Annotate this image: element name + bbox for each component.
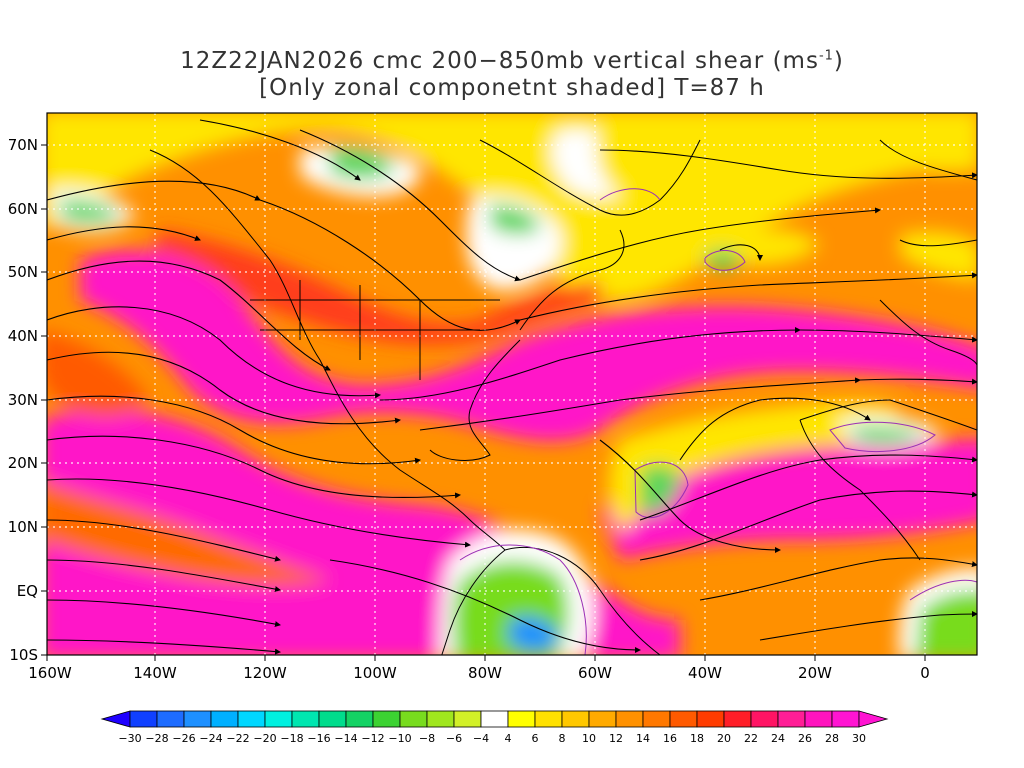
colorbar-tick-label: 12 [609,732,623,745]
colorbar-tick-label: 30 [852,732,866,745]
colorbar-tick-label: 4 [505,732,512,745]
colorbar-tick-label: −30 [118,732,141,745]
lon-label-100w: 100W [353,664,397,682]
colorbar: −30 −28 −26 −24 −22 −20 −18 −16 −14 −12 −10 −8 −6 −4 4… [100,710,889,745]
title-superscript: -1 [818,48,834,64]
colorbar-tick-label: 20 [717,732,731,745]
colorbar-swatch [642,710,671,728]
colorbar-swatch [291,710,320,728]
lon-label-60w: 60W [578,664,612,682]
colorbar-tick-label: −22 [226,732,249,745]
colorbar-swatch [696,710,725,728]
colorbar-swatch [804,710,833,728]
lon-label-0: 0 [920,664,930,682]
colorbar-tick-label: 18 [690,732,704,745]
axis-ticks [41,144,926,661]
colorbar-swatch [318,710,347,728]
colorbar-tick-label: −6 [446,732,462,745]
lon-label-120w: 120W [243,664,287,682]
colorbar-max-arrow [858,710,889,728]
colorbar-swatch [156,710,185,728]
colorbar-swatch [750,710,779,728]
colorbar-tick-label: 26 [798,732,812,745]
colorbar-tick-label: 10 [582,732,596,745]
colorbar-swatch [534,710,563,728]
colorbar-swatch [426,710,455,728]
colorbar-tick-label: −12 [361,732,384,745]
chart-title-line2: [Only zonal componetnt shaded] T=87 h [259,75,765,101]
lon-label-20w: 20W [798,664,832,682]
colorbar-swatch [507,710,536,728]
colorbar-swatch [345,710,374,728]
lat-label-70n: 70N [8,136,38,154]
graticule [47,113,977,655]
colorbar-swatch [561,710,590,728]
colorbar-tick-label: 6 [532,732,539,745]
lat-label-eq: EQ [17,582,38,600]
colorbar-tick-label: −26 [172,732,195,745]
colorbar-tick-label: −16 [307,732,330,745]
colorbar-tick-label: −10 [388,732,411,745]
colorbar-swatch [399,710,428,728]
colorbar-swatch [129,710,158,728]
colorbar-tick-label: 14 [636,732,650,745]
colorbar-tick-label: 28 [825,732,839,745]
lat-label-40n: 40N [8,327,38,345]
colorbar-swatch [615,710,644,728]
colorbar-tick-label: −20 [253,732,276,745]
colorbar-tick-label: 8 [559,732,566,745]
map-frame [46,112,978,656]
colorbar-tick-label: 24 [771,732,785,745]
colorbar-tick-label: −8 [419,732,435,745]
lat-label-50n: 50N [8,263,38,281]
colorbar-tick-label: −24 [199,732,222,745]
colorbar-swatch [723,710,752,728]
lat-labels: 70N 60N 50N 40N 30N 20N 10N EQ 10S [8,136,38,664]
shading-layer [47,113,977,655]
colorbar-tick-label: −4 [473,732,489,745]
lon-label-140w: 140W [133,664,177,682]
lon-label-80w: 80W [468,664,502,682]
lon-label-160w: 160W [28,664,72,682]
colorbar-swatch [264,710,293,728]
streamlines [47,119,977,655]
contour-lines [459,188,977,655]
colorbar-swatch [777,710,806,728]
lat-label-30n: 30N [8,391,38,409]
lat-label-20n: 20N [8,454,38,472]
chart-title-line1: 12Z22JAN2026 cmc 200−850mb vertical shea… [0,48,1024,74]
colorbar-swatch [669,710,698,728]
colorbar-swatch [183,710,212,728]
colorbar-swatch [480,710,509,728]
colorbar-min-arrow [100,710,131,728]
colorbar-tick-label: −14 [334,732,357,745]
colorbar-swatch [210,710,239,728]
colorbar-tick-label: 16 [663,732,677,745]
colorbar-swatch [831,710,860,728]
title-main: 12Z22JAN2026 cmc 200−850mb vertical shea… [180,48,819,74]
colorbar-swatch [453,710,482,728]
lat-label-10s: 10S [9,646,38,664]
colorbar-swatch [588,710,617,728]
colorbar-swatch [372,710,401,728]
colorbar-tick-label: −28 [145,732,168,745]
lon-label-40w: 40W [688,664,722,682]
lat-label-10n: 10N [8,518,38,536]
colorbar-tick-label: −18 [280,732,303,745]
colorbar-swatch [237,710,266,728]
colorbar-tick-label: 22 [744,732,758,745]
title-end: ) [833,48,844,74]
lon-labels: 160W 140W 120W 100W 80W 60W 40W 20W 0 [28,664,930,682]
lat-label-60n: 60N [8,200,38,218]
